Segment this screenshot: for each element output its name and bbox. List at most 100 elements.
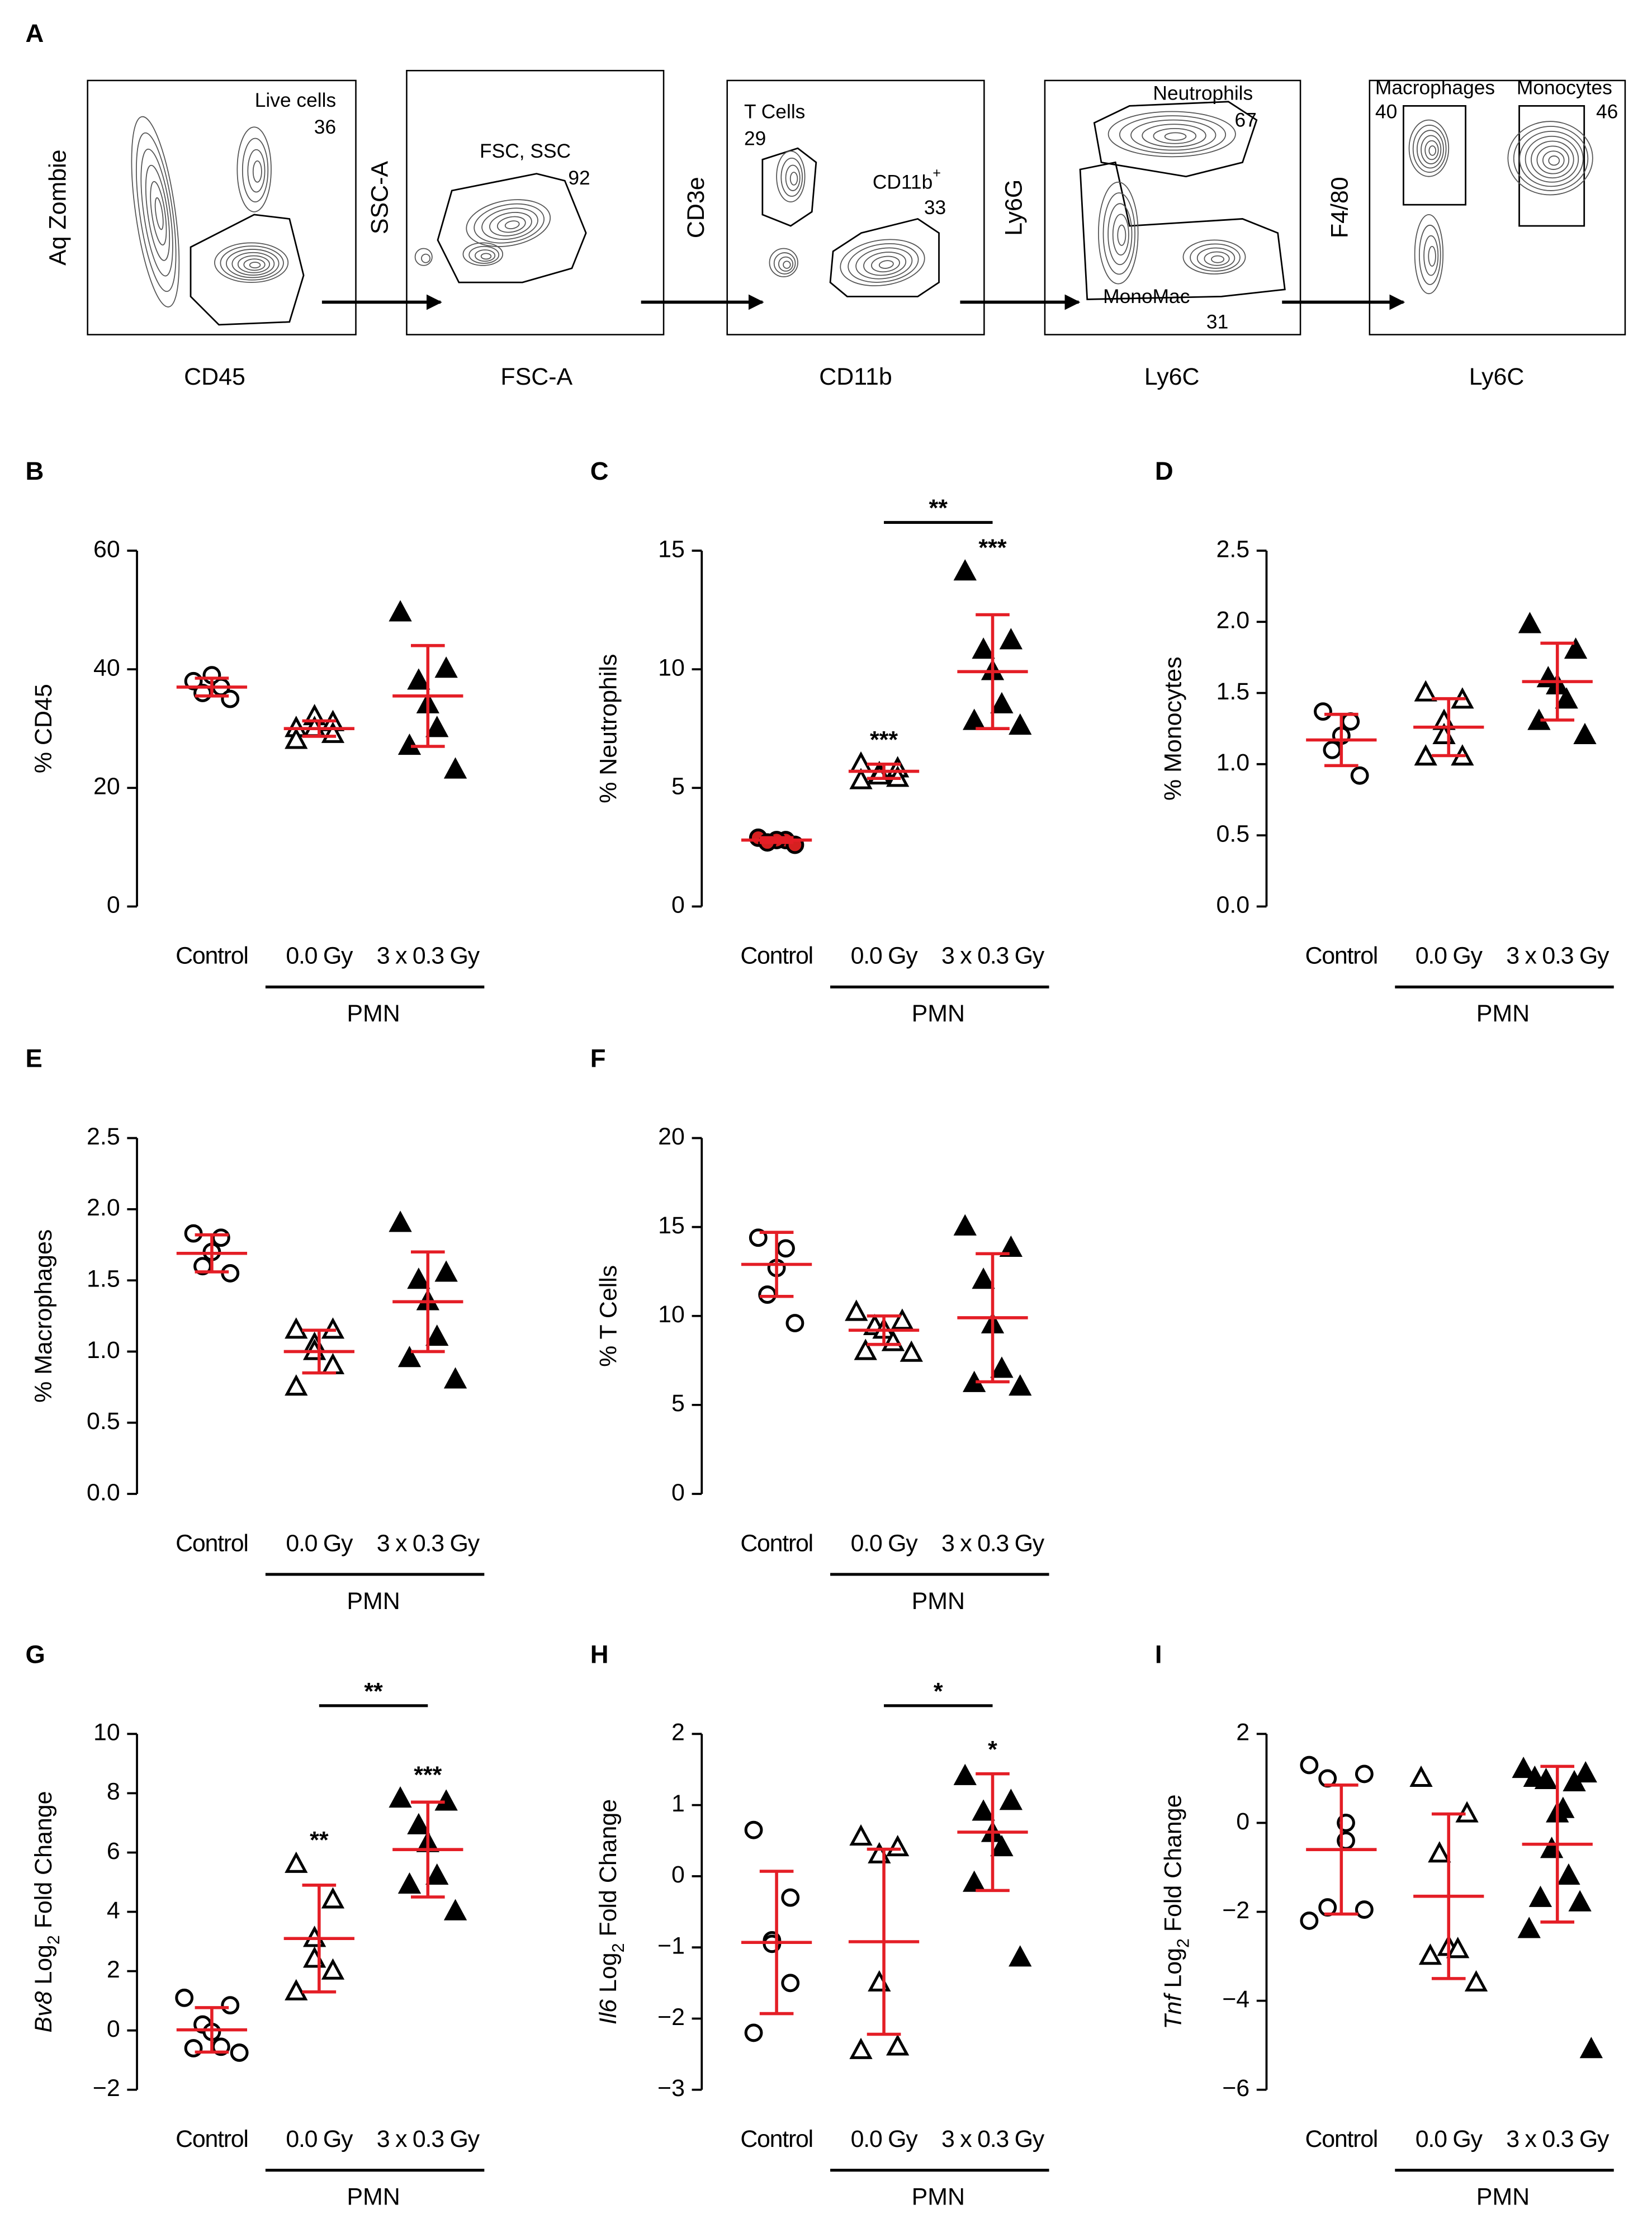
- contour: [1098, 181, 1139, 285]
- data-point: [868, 1970, 891, 1991]
- data-point: [407, 1267, 430, 1289]
- x-axis-label: CD45: [184, 363, 245, 390]
- contour: [769, 248, 798, 277]
- gate-label: Neutrophils: [1153, 83, 1253, 105]
- group-label: PMN: [1476, 1000, 1530, 1027]
- data-point: [891, 1308, 914, 1330]
- contour: [785, 164, 801, 191]
- data-point: [900, 1340, 923, 1362]
- contour: [145, 164, 171, 261]
- contour: [136, 132, 177, 292]
- data-point: [1355, 1764, 1374, 1784]
- x-tick-label: 3 x 0.3 Gy: [941, 1530, 1045, 1557]
- contour: [242, 138, 269, 203]
- data-point: [389, 1210, 412, 1232]
- data-point: [425, 716, 449, 737]
- data-point: [221, 1996, 240, 2015]
- data-point: [1009, 1945, 1032, 1967]
- gate-label: CD11b+: [873, 165, 941, 193]
- x-axis-label: Ly6C: [1469, 363, 1525, 390]
- y-tick-label: 0: [107, 2016, 120, 2042]
- data-point: [434, 656, 458, 678]
- significance-label: *: [988, 1737, 997, 1763]
- y-tick-label: −2: [93, 2075, 120, 2102]
- contour: [225, 249, 280, 278]
- contour: [778, 256, 794, 272]
- data-point: [972, 637, 995, 659]
- data-point: [1579, 2037, 1603, 2059]
- data-point: [397, 1346, 422, 1368]
- gate-value: 36: [314, 116, 336, 138]
- contour: [220, 245, 284, 281]
- contour: [773, 252, 796, 275]
- x-tick-label: Control: [740, 2126, 813, 2152]
- panel-letter: G: [26, 1640, 45, 1668]
- flow-panel: Aq Zombie CD45 Live cells 36 SSC-A FSC-A…: [44, 70, 1626, 390]
- data-point: [1446, 1937, 1470, 1958]
- data-point: [443, 1367, 467, 1389]
- plot-frame: [406, 70, 665, 335]
- y-tick-label: 6: [107, 1838, 120, 1865]
- group-label: PMN: [347, 1588, 400, 1615]
- data-point: [425, 1863, 449, 1885]
- y-tick-label: 0.5: [87, 1408, 120, 1435]
- data-point: [397, 1872, 422, 1894]
- data-point: [434, 1260, 458, 1282]
- y-tick-label: 2: [107, 1956, 120, 1983]
- y-axis-label-part: Bv8: [30, 1991, 57, 2032]
- x-tick-label: 3 x 0.3 Gy: [377, 2126, 480, 2152]
- data-point: [1323, 740, 1342, 759]
- y-tick-label: −1: [657, 1933, 685, 1960]
- x-tick-label: 0.0 Gy: [851, 943, 919, 969]
- data-point: [443, 1899, 467, 1920]
- data-point: [321, 1887, 345, 1909]
- contour: [1418, 224, 1441, 285]
- y-tick-label: 15: [658, 536, 685, 562]
- data-point: [781, 1888, 800, 1907]
- gate-value: 40: [1375, 101, 1397, 122]
- y-tick-label: −6: [1222, 2075, 1249, 2102]
- gate-value: 92: [568, 167, 590, 189]
- y-tick-label: 0: [671, 892, 685, 919]
- chart: E 0.0 0.5 1.0 1.5 2.0 2.5 % Macrophages Control 0…: [26, 1044, 485, 1615]
- contour: [1412, 125, 1447, 173]
- data-point: [425, 1324, 449, 1346]
- data-point: [321, 1958, 345, 1980]
- y-axis-label-part: Log: [30, 1945, 57, 1991]
- contour: [1414, 214, 1444, 295]
- data-point: [1517, 1917, 1541, 1938]
- contour: [878, 260, 894, 269]
- data-point: [1557, 1863, 1580, 1885]
- contour: [1519, 130, 1584, 187]
- y-tick-label: 2.0: [1216, 607, 1249, 634]
- y-tick-label: 2: [1236, 1719, 1249, 1746]
- data-point: [963, 708, 986, 730]
- contour: [236, 126, 272, 212]
- data-point: [321, 1352, 345, 1375]
- data-point: [1534, 1767, 1558, 1789]
- gate-value: 29: [744, 127, 766, 149]
- panel-letter: C: [590, 457, 609, 485]
- gate-label: Macrophages: [1375, 77, 1495, 98]
- contour: [1513, 126, 1589, 191]
- contour: [1428, 145, 1436, 156]
- data-point: [849, 2037, 873, 2059]
- x-tick-label: Control: [1305, 2126, 1378, 2152]
- y-axis-label: % Monocytes: [1160, 656, 1187, 801]
- y-tick-label: −2: [657, 2004, 685, 2031]
- panel-letter: B: [26, 457, 44, 485]
- contour: [1423, 235, 1439, 276]
- data-point: [285, 1851, 308, 1873]
- contour: [1428, 245, 1436, 267]
- y-tick-label: 20: [93, 773, 120, 800]
- contour: [131, 116, 180, 308]
- plot-frame: [87, 79, 357, 335]
- contour: [855, 247, 913, 280]
- data-point: [407, 668, 430, 690]
- contour: [462, 242, 504, 266]
- x-tick-label: 0.0 Gy: [286, 943, 353, 969]
- y-tick-label: 60: [93, 536, 120, 562]
- contour: [237, 255, 270, 273]
- data-point: [777, 1239, 795, 1258]
